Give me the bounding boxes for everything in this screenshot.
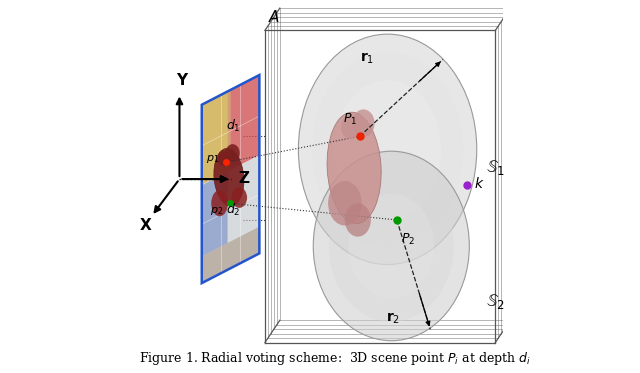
- Ellipse shape: [345, 203, 371, 236]
- Ellipse shape: [298, 34, 477, 264]
- Ellipse shape: [211, 190, 228, 216]
- Text: $\mathbb{S}_1$: $\mathbb{S}_1$: [486, 159, 505, 178]
- Polygon shape: [202, 91, 228, 185]
- Ellipse shape: [334, 80, 441, 219]
- Polygon shape: [202, 75, 259, 283]
- Polygon shape: [202, 227, 259, 283]
- Text: $p_2$: $p_2$: [210, 205, 223, 217]
- Text: Z: Z: [238, 171, 249, 186]
- Polygon shape: [228, 75, 259, 172]
- Text: $d_1$: $d_1$: [226, 118, 241, 135]
- Polygon shape: [228, 155, 259, 243]
- Ellipse shape: [218, 151, 229, 166]
- Text: $\mathbf{r}_2$: $\mathbf{r}_2$: [386, 311, 400, 326]
- Ellipse shape: [225, 144, 239, 162]
- Text: $p_1$: $p_1$: [206, 153, 220, 164]
- Ellipse shape: [327, 112, 381, 223]
- Ellipse shape: [329, 170, 454, 322]
- Text: $P_1$: $P_1$: [343, 112, 358, 127]
- Text: X: X: [140, 218, 152, 233]
- Text: $\mathbb{S}_2$: $\mathbb{S}_2$: [486, 292, 505, 311]
- Text: Figure 1. Radial voting scheme:  3D scene point $P_i$ at depth $d_i$: Figure 1. Radial voting scheme: 3D scene…: [139, 350, 531, 367]
- Text: Y: Y: [176, 73, 187, 88]
- Polygon shape: [202, 172, 228, 256]
- Text: $k$: $k$: [474, 176, 484, 191]
- Ellipse shape: [214, 148, 244, 206]
- Ellipse shape: [348, 194, 434, 298]
- Text: $P_2$: $P_2$: [401, 232, 415, 247]
- Text: $\mathbf{r}_1$: $\mathbf{r}_1$: [360, 51, 374, 66]
- Text: $A$: $A$: [268, 9, 280, 25]
- Polygon shape: [230, 75, 259, 170]
- Ellipse shape: [312, 51, 463, 247]
- Polygon shape: [202, 90, 230, 185]
- Ellipse shape: [352, 109, 374, 137]
- Ellipse shape: [341, 115, 360, 139]
- Ellipse shape: [232, 187, 247, 208]
- Ellipse shape: [313, 151, 469, 341]
- Ellipse shape: [328, 181, 362, 226]
- Text: $d_2$: $d_2$: [227, 202, 241, 218]
